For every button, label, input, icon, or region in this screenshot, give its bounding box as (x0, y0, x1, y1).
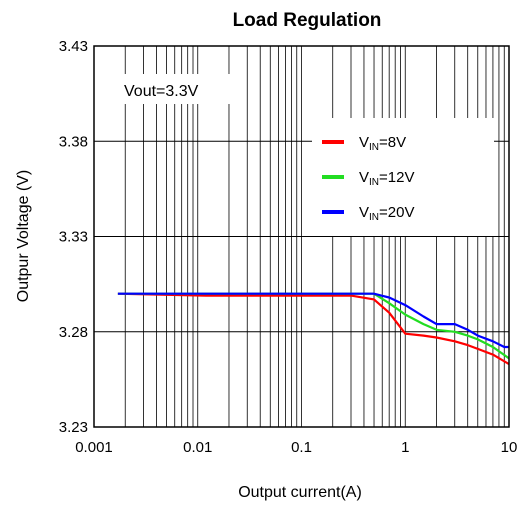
legend: VIN=8V VIN=12V VIN=20V (312, 118, 494, 236)
y-tick-label: 3.28 (59, 324, 88, 341)
y-tick-label: 3.33 (59, 229, 88, 246)
series-layer (117, 292, 510, 366)
vout-annotation-text: Vout=3.3V (124, 83, 199, 100)
plot-frame (93, 45, 510, 428)
series-line (117, 292, 510, 360)
series-line (117, 292, 510, 366)
y-axis-label: Outpur Voltage (V) (15, 170, 32, 303)
y-tick-label: 3.43 (59, 38, 88, 55)
vout-annotation: Vout=3.3V (117, 74, 235, 104)
legend-label: VIN=12V (359, 169, 414, 188)
x-tick-label: 0.01 (183, 439, 212, 456)
y-tick-label: 3.23 (59, 419, 88, 436)
y-tick-labels: 3.23 3.28 3.33 3.38 3.43 (59, 38, 88, 436)
x-tick-label: 1 (401, 439, 409, 456)
legend-label: VIN=20V (359, 204, 414, 223)
legend-label: VIN=8V (359, 134, 406, 153)
x-tick-label: 10 (501, 439, 518, 456)
chart-title: Load Regulation (233, 10, 382, 31)
x-tick-label: 0.001 (75, 439, 113, 456)
x-tick-label: 0.1 (291, 439, 312, 456)
x-tick-labels: 0.001 0.01 0.1 1 10 (75, 439, 517, 456)
x-axis-label: Output current(A) (238, 484, 362, 501)
series-line (117, 292, 509, 349)
y-tick-label: 3.38 (59, 133, 88, 150)
